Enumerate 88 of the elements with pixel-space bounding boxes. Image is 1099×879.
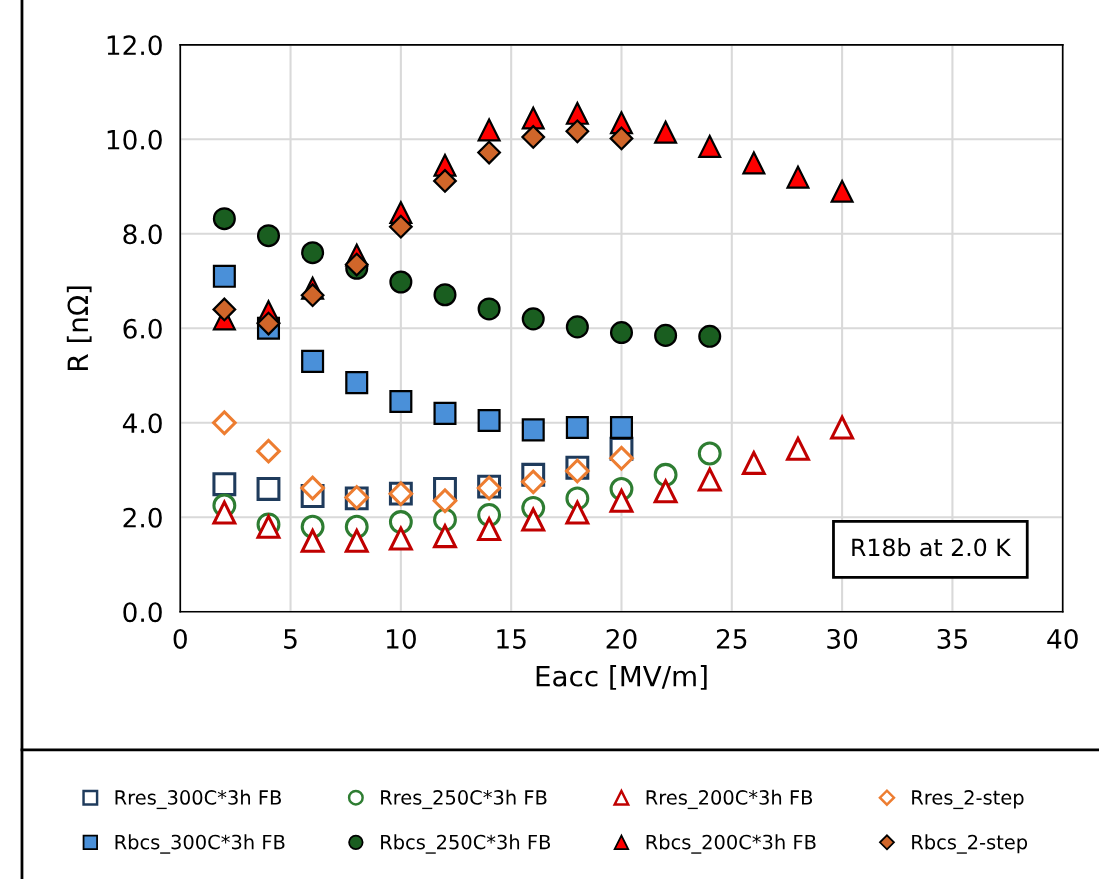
legend-label: Rres_200C*3h FB	[646, 789, 813, 810]
point	[256, 311, 281, 336]
point	[609, 488, 634, 513]
point	[388, 510, 413, 534]
x-tick-label: 25	[716, 628, 747, 649]
point	[477, 408, 501, 432]
y-tick-label: 6.0	[123, 318, 162, 339]
point	[477, 118, 501, 142]
point	[609, 321, 634, 345]
point	[388, 214, 413, 239]
point	[212, 297, 237, 322]
x-tick-label: 0	[173, 628, 187, 649]
point	[433, 283, 457, 307]
legend-label: Rbcs_2-step	[912, 834, 1028, 854]
point	[477, 140, 502, 165]
point	[345, 371, 369, 395]
point	[829, 413, 855, 440]
point	[741, 451, 766, 475]
y-tick-label: 0.0	[123, 602, 162, 623]
legend-label: Rres_2-step	[912, 790, 1024, 810]
point	[786, 165, 810, 189]
point	[212, 264, 236, 288]
point	[389, 270, 413, 294]
point	[521, 307, 545, 331]
point	[697, 441, 722, 466]
point	[520, 469, 546, 495]
x-tick-label: 20	[606, 628, 637, 649]
x-axis-title: Eacc [MV/m]	[536, 665, 707, 690]
point	[565, 119, 590, 144]
point	[300, 528, 325, 553]
y-tick-label: 12.0	[107, 35, 162, 56]
point	[609, 126, 634, 151]
y-tick-label: 10.0	[107, 129, 162, 150]
point	[477, 297, 501, 321]
point	[256, 224, 281, 248]
point	[433, 524, 457, 549]
y-axis-title: R [nΩ]	[66, 286, 92, 370]
x-tick-label: 40	[1047, 628, 1078, 649]
point	[520, 505, 546, 532]
point	[742, 151, 766, 175]
point	[565, 416, 589, 440]
legend-label: Rbcs_250C*3h FB	[381, 834, 551, 854]
point	[786, 436, 810, 461]
point	[212, 207, 236, 231]
point	[609, 416, 634, 440]
legend-label: Rbcs_200C*3h FB	[646, 834, 816, 854]
annotation: R18b at 2.0 K	[852, 537, 1012, 557]
point	[521, 125, 546, 149]
x-tick-label: 30	[827, 628, 858, 649]
point	[256, 438, 281, 464]
point	[256, 477, 281, 501]
x-tick-label: 10	[386, 628, 416, 649]
point	[696, 465, 723, 492]
point	[300, 475, 325, 501]
x-tick-label: 5	[284, 629, 297, 649]
point	[301, 349, 325, 373]
y-tick-label: 4.0	[122, 413, 162, 434]
point	[344, 528, 369, 553]
point	[653, 462, 678, 487]
point	[388, 524, 414, 551]
point	[432, 488, 458, 514]
point	[565, 315, 589, 339]
point	[301, 241, 325, 265]
point	[212, 472, 237, 497]
point	[389, 390, 413, 414]
x-tick-label: 35	[937, 628, 967, 649]
y-tick-label: 8.0	[123, 224, 162, 245]
legend-label: Rres_300C*3h FB	[115, 789, 281, 810]
point	[654, 323, 678, 347]
point	[212, 500, 237, 525]
point	[212, 410, 237, 436]
point	[653, 479, 678, 504]
x-tick-label: 15	[497, 629, 526, 649]
point	[609, 445, 634, 471]
point	[698, 134, 722, 158]
point	[477, 517, 502, 542]
legend-label: Rbcs_300C*3h FB	[115, 834, 285, 854]
point	[433, 401, 457, 425]
point	[830, 179, 854, 203]
point	[433, 168, 457, 193]
y-tick-label: 2.0	[123, 507, 162, 528]
legend-label: Rres_250C*3h FB	[381, 789, 547, 810]
point	[521, 106, 545, 130]
point	[564, 498, 591, 525]
point	[654, 120, 678, 144]
point	[521, 418, 545, 442]
point	[698, 324, 722, 348]
point	[300, 283, 325, 308]
